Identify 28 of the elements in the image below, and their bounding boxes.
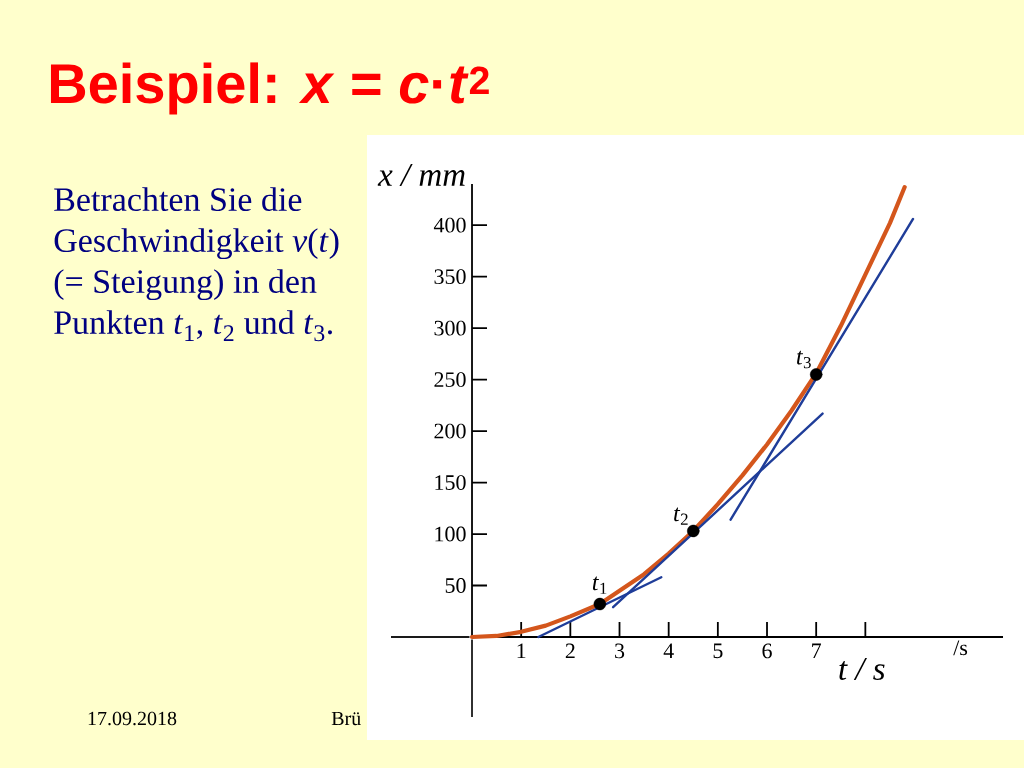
y-tick-label: 300 — [434, 320, 466, 336]
annotation: t$_{2}$ — [674, 507, 688, 525]
y-axis-title: x / mm — [377, 163, 465, 186]
annotation: t$_{3}$ — [797, 350, 811, 369]
x-tick-label: 7 — [812, 643, 822, 658]
annotation: t$_{1}$ — [592, 576, 607, 594]
text: Betrachten Sie die Geschwindigkeit v(t) (= Steigung) in den Punkten t$_{1}$, t$_{2}$ und t$_{3}$. — [54, 187, 339, 342]
x-tick-label: 3 — [615, 643, 625, 659]
x-tick-label: 2 — [565, 643, 575, 659]
y-tick-label: 200 — [434, 423, 466, 439]
y-tick-label: 250 — [434, 372, 466, 388]
chart-title: Beispiel: x = c·t$^{2}$ — [50, 62, 489, 115]
y-tick-label: 400 — [433, 217, 466, 233]
y-tick-label: 150 — [435, 475, 466, 490]
y-tick-label: 50 — [445, 578, 466, 593]
x-axis-title: t / s — [839, 657, 885, 681]
point — [687, 524, 700, 538]
x-tick-label: 6 — [762, 643, 772, 659]
x-tick-label: 5 — [713, 643, 723, 659]
x-tick-label: 1 — [517, 643, 526, 659]
text: Brü — [331, 711, 361, 726]
y-tick-label: 350 — [434, 269, 466, 285]
x-tick-label: 4 — [663, 643, 674, 658]
y-tick-label: 100 — [435, 526, 466, 542]
text: 17.09.2018 — [88, 711, 177, 726]
text: /s — [953, 640, 968, 656]
point — [593, 597, 607, 611]
point — [809, 368, 823, 381]
